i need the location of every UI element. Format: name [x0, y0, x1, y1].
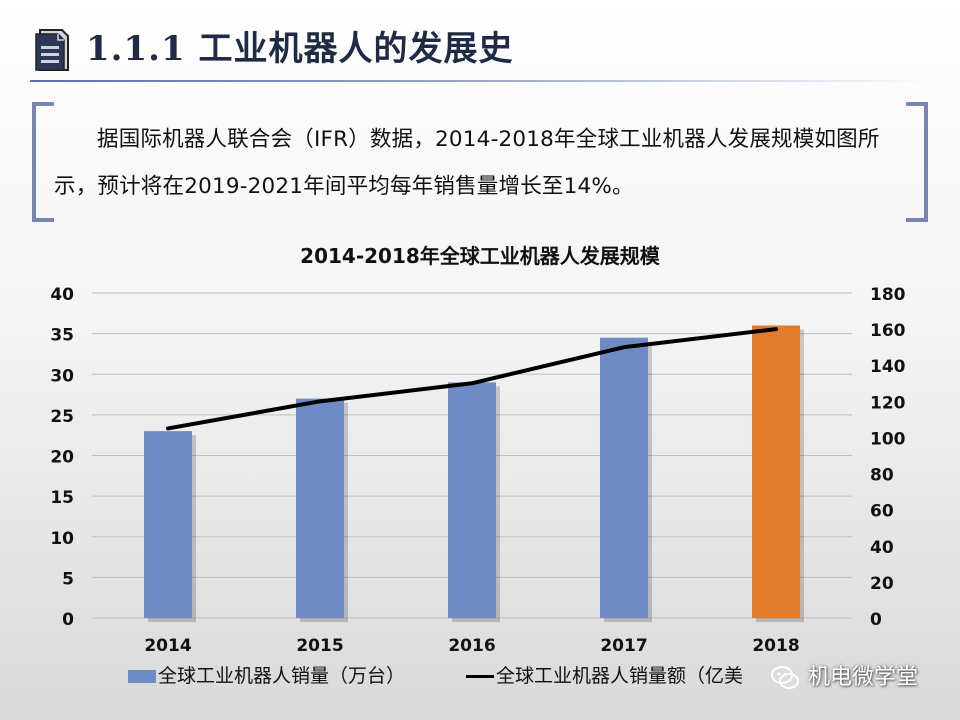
legend-label-line: 全球工业机器人销量额（亿美 — [496, 665, 744, 687]
y-axis-right: 0 20 40 60 80 100 120 140 160 180 — [870, 285, 906, 630]
intro-box: 据国际机器人联合会（IFR）数据，2014-2018年全球工业机器人发展规模如图… — [32, 102, 928, 222]
x-axis: 2014 2015 2016 2017 2018 — [144, 636, 799, 656]
legend-label-bar: 全球工业机器人销量（万台） — [158, 665, 406, 687]
intro-box-right-border — [924, 102, 928, 222]
y-left-tick-label: 20 — [50, 448, 74, 468]
chart: 2014-2018年全球工业机器人发展规模 0 5 10 15 20 25 30 35 40 0… — [50, 244, 906, 656]
y-right-tick-label: 140 — [870, 357, 906, 377]
y-left-tick-label: 25 — [50, 407, 74, 427]
y-right-tick-label: 0 — [870, 610, 882, 630]
y-left-tick-label: 10 — [50, 529, 74, 549]
y-axis-left: 0 5 10 15 20 25 30 35 40 — [50, 285, 74, 630]
y-left-tick-label: 30 — [50, 366, 74, 386]
x-tick-label: 2016 — [448, 636, 495, 656]
y-right-tick-label: 60 — [870, 502, 894, 522]
y-left-tick-label: 0 — [62, 610, 74, 630]
chart-title: 2014-2018年全球工业机器人发展规模 — [300, 244, 661, 268]
bar-series — [144, 325, 804, 622]
bar-2017 — [600, 337, 648, 618]
y-right-tick-label: 180 — [870, 285, 906, 305]
intro-box-bottom-left-tick — [32, 218, 54, 222]
x-tick-label: 2015 — [296, 636, 343, 656]
y-right-tick-label: 120 — [870, 393, 906, 413]
y-right-tick-label: 160 — [870, 321, 906, 341]
legend-swatch-bar — [128, 670, 156, 683]
y-left-tick-label: 40 — [50, 285, 74, 305]
intro-box-top-right-tick — [906, 102, 928, 106]
document-icon — [35, 29, 69, 71]
title-bar: 1.1.1 工业机器人的发展史 — [0, 0, 960, 92]
sales-amount-line — [166, 327, 778, 431]
watermark: 机电微学堂 — [770, 660, 950, 696]
intro-box-left-border — [32, 102, 36, 222]
intro-box-top-left-tick — [32, 102, 54, 106]
page-title: 1.1.1 工业机器人的发展史 — [86, 29, 514, 69]
bar-2018 — [752, 325, 800, 618]
y-right-tick-label: 100 — [870, 429, 906, 449]
y-left-tick-label: 5 — [62, 569, 74, 589]
intro-box-bottom-right-tick — [906, 218, 928, 222]
y-right-tick-label: 20 — [870, 574, 894, 594]
bar-2016 — [448, 382, 496, 618]
wechat-icon — [771, 666, 799, 689]
watermark-text: 机电微学堂 — [808, 665, 919, 690]
legend-swatch-line — [466, 675, 494, 678]
x-tick-label: 2014 — [144, 636, 191, 656]
y-left-tick-label: 15 — [50, 488, 74, 508]
x-tick-label: 2017 — [600, 636, 647, 656]
y-right-tick-label: 80 — [870, 466, 894, 486]
bar-2015 — [296, 398, 344, 618]
x-tick-label: 2018 — [752, 636, 799, 656]
y-left-tick-label: 35 — [50, 326, 74, 346]
y-right-tick-label: 40 — [870, 538, 894, 558]
bar-2014 — [144, 431, 192, 618]
line-series — [166, 327, 778, 431]
intro-text: 据国际机器人联合会（IFR）数据，2014-2018年全球工业机器人发展规模如图… — [54, 127, 880, 199]
title-underline — [30, 80, 930, 82]
